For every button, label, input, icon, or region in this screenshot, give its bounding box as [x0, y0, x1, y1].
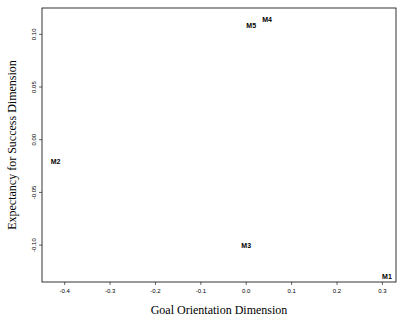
y-tick — [39, 192, 42, 193]
point-label: M2 — [51, 158, 61, 165]
y-tick — [39, 139, 42, 140]
point-label: M4 — [262, 16, 272, 23]
x-tick-label: -0.3 — [105, 288, 116, 294]
x-tick-label: 0.1 — [287, 288, 296, 294]
point-label: M1 — [382, 273, 392, 280]
x-tick — [110, 282, 111, 285]
x-tick — [246, 282, 247, 285]
x-tick-label: -0.2 — [150, 288, 161, 294]
x-tick — [155, 282, 156, 285]
y-tick — [39, 245, 42, 246]
chart: -0.4 -0.3 -0.2 -0.1 0.0 0.1 0.2 0.3 -0.10 -0.05 0.… — [0, 0, 401, 323]
y-tick-label: 0.10 — [31, 28, 37, 40]
x-tick — [337, 282, 338, 285]
x-tick — [291, 282, 292, 285]
y-tick-label: 0.05 — [31, 81, 37, 93]
point-label: M3 — [241, 242, 251, 249]
y-tick — [39, 87, 42, 88]
x-tick — [64, 282, 65, 285]
point-label: M5 — [246, 22, 256, 29]
y-axis-title: Expectancy for Success Dimension — [5, 60, 19, 230]
x-tick-label: 0.0 — [242, 288, 251, 294]
x-tick-label: 0.3 — [378, 288, 387, 294]
x-tick — [200, 282, 201, 285]
x-tick-label: -0.1 — [196, 288, 207, 294]
x-tick-label: 0.2 — [333, 288, 342, 294]
x-tick-label: -0.4 — [60, 288, 71, 294]
y-tick-label: -0.05 — [31, 185, 37, 199]
x-axis-title: Goal Orientation Dimension — [151, 303, 288, 317]
y-tick-label: -0.10 — [31, 238, 37, 252]
x-tick — [382, 282, 383, 285]
points: M1 M2 M3 M4 M5 — [51, 16, 392, 280]
plot-frame — [42, 8, 396, 282]
y-tick-label: 0.00 — [31, 133, 37, 145]
y-tick — [39, 34, 42, 35]
